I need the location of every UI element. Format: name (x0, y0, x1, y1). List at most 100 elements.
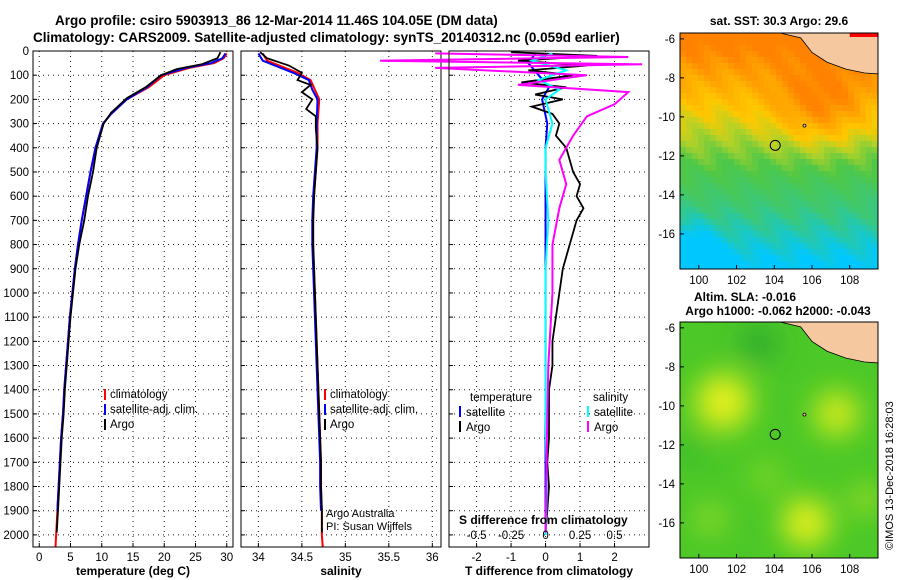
sst-cell (866, 183, 873, 190)
sst-cell (710, 45, 717, 52)
sst-cell (782, 261, 789, 268)
sst-cell (716, 231, 723, 238)
map-y-tick-label: -14 (658, 479, 675, 491)
sst-cell (704, 75, 711, 82)
sst-cell (758, 207, 765, 214)
sst-cell (716, 225, 723, 232)
sst-cell (734, 129, 741, 136)
sst-cell (728, 57, 735, 64)
sst-cell (704, 141, 711, 148)
sst-cell (806, 243, 813, 250)
sst-cell (716, 105, 723, 112)
sst-cell (836, 219, 843, 226)
map-x-tick-label: 104 (765, 275, 785, 287)
map-field (680, 33, 878, 269)
sst-cell (824, 183, 831, 190)
sst-cell (692, 135, 699, 142)
sst-cell (722, 105, 729, 112)
sst-cell (818, 57, 825, 64)
sst-cell (812, 111, 819, 118)
sst-cell (710, 141, 717, 148)
map-field (680, 322, 878, 558)
sst-cell (746, 177, 753, 184)
sst-cell (710, 33, 717, 40)
y-tick-label: 2000 (3, 530, 29, 542)
sst-cell (752, 129, 759, 136)
sst-cell (704, 69, 711, 76)
sst-cell (686, 87, 693, 94)
sst-cell (740, 177, 747, 184)
sst-cell (764, 75, 771, 82)
sst-cell (716, 33, 723, 40)
sst-cell (764, 195, 771, 202)
sst-cell (746, 33, 753, 40)
sst-cell (872, 135, 878, 142)
sst-cell (764, 63, 771, 70)
sst-cell (752, 201, 759, 208)
sst-cell (830, 237, 837, 244)
profile-panels: 0 5 10 15 20 25 300100200300400500600700800900… (3, 46, 650, 578)
sst-cell (872, 249, 878, 256)
sst-cell (704, 165, 711, 172)
sst-cell (680, 195, 687, 202)
sst-cell (842, 249, 849, 256)
sst-cell (854, 243, 861, 250)
sst-cell (848, 219, 855, 226)
sst-cell (872, 147, 878, 154)
sst-cell (854, 189, 861, 196)
sst-cell (782, 57, 789, 64)
sst-cell (740, 81, 747, 88)
sst-cell (734, 87, 741, 94)
sst-cell (866, 219, 873, 226)
sst-cell (758, 225, 765, 232)
sst-cell (794, 177, 801, 184)
sst-cell (770, 51, 777, 58)
sst-cell (710, 225, 717, 232)
sst-cell (836, 111, 843, 118)
sst-cell (800, 153, 807, 160)
sst-cell (698, 231, 705, 238)
sst-cell (764, 243, 771, 250)
sst-cell (794, 255, 801, 262)
sst-cell (728, 159, 735, 166)
sst-cell (830, 207, 837, 214)
sst-cell (860, 207, 867, 214)
sst-cell (710, 51, 717, 58)
sst-cell (830, 225, 837, 232)
sst-cell (842, 243, 849, 250)
sst-cell (854, 87, 861, 94)
sst-cell (680, 171, 687, 178)
sst-cell (722, 99, 729, 106)
sst-cell (836, 159, 843, 166)
sst-cell (776, 57, 783, 64)
sst-cell (824, 105, 831, 112)
legend-label: climatology (330, 389, 388, 401)
plot-frame (240, 50, 442, 548)
sst-cell (872, 219, 878, 226)
sst-cell (776, 255, 783, 262)
sst-cell (824, 141, 831, 148)
sst-cell (818, 255, 825, 262)
sst-cell (746, 189, 753, 196)
sst-cell (806, 87, 813, 94)
sst-cell (692, 39, 699, 46)
sst-cell (704, 135, 711, 142)
sst-cell (842, 207, 849, 214)
sst-cell (680, 81, 687, 88)
sst-cell (764, 141, 771, 148)
legend-label: Argo (466, 422, 490, 434)
sst-cell (824, 159, 831, 166)
map-y-tick-label: -12 (658, 151, 675, 163)
sst-cell (770, 243, 777, 250)
sst-cell (788, 207, 795, 214)
sst-cell (836, 267, 843, 269)
land-java (779, 322, 878, 364)
sst-cell (752, 213, 759, 220)
sst-cell (698, 129, 705, 136)
map-x-tick-label: 108 (840, 564, 859, 576)
sst-cell (710, 153, 717, 160)
sst-cell (722, 135, 729, 142)
sst-cell (794, 81, 801, 88)
sst-cell (770, 75, 777, 82)
